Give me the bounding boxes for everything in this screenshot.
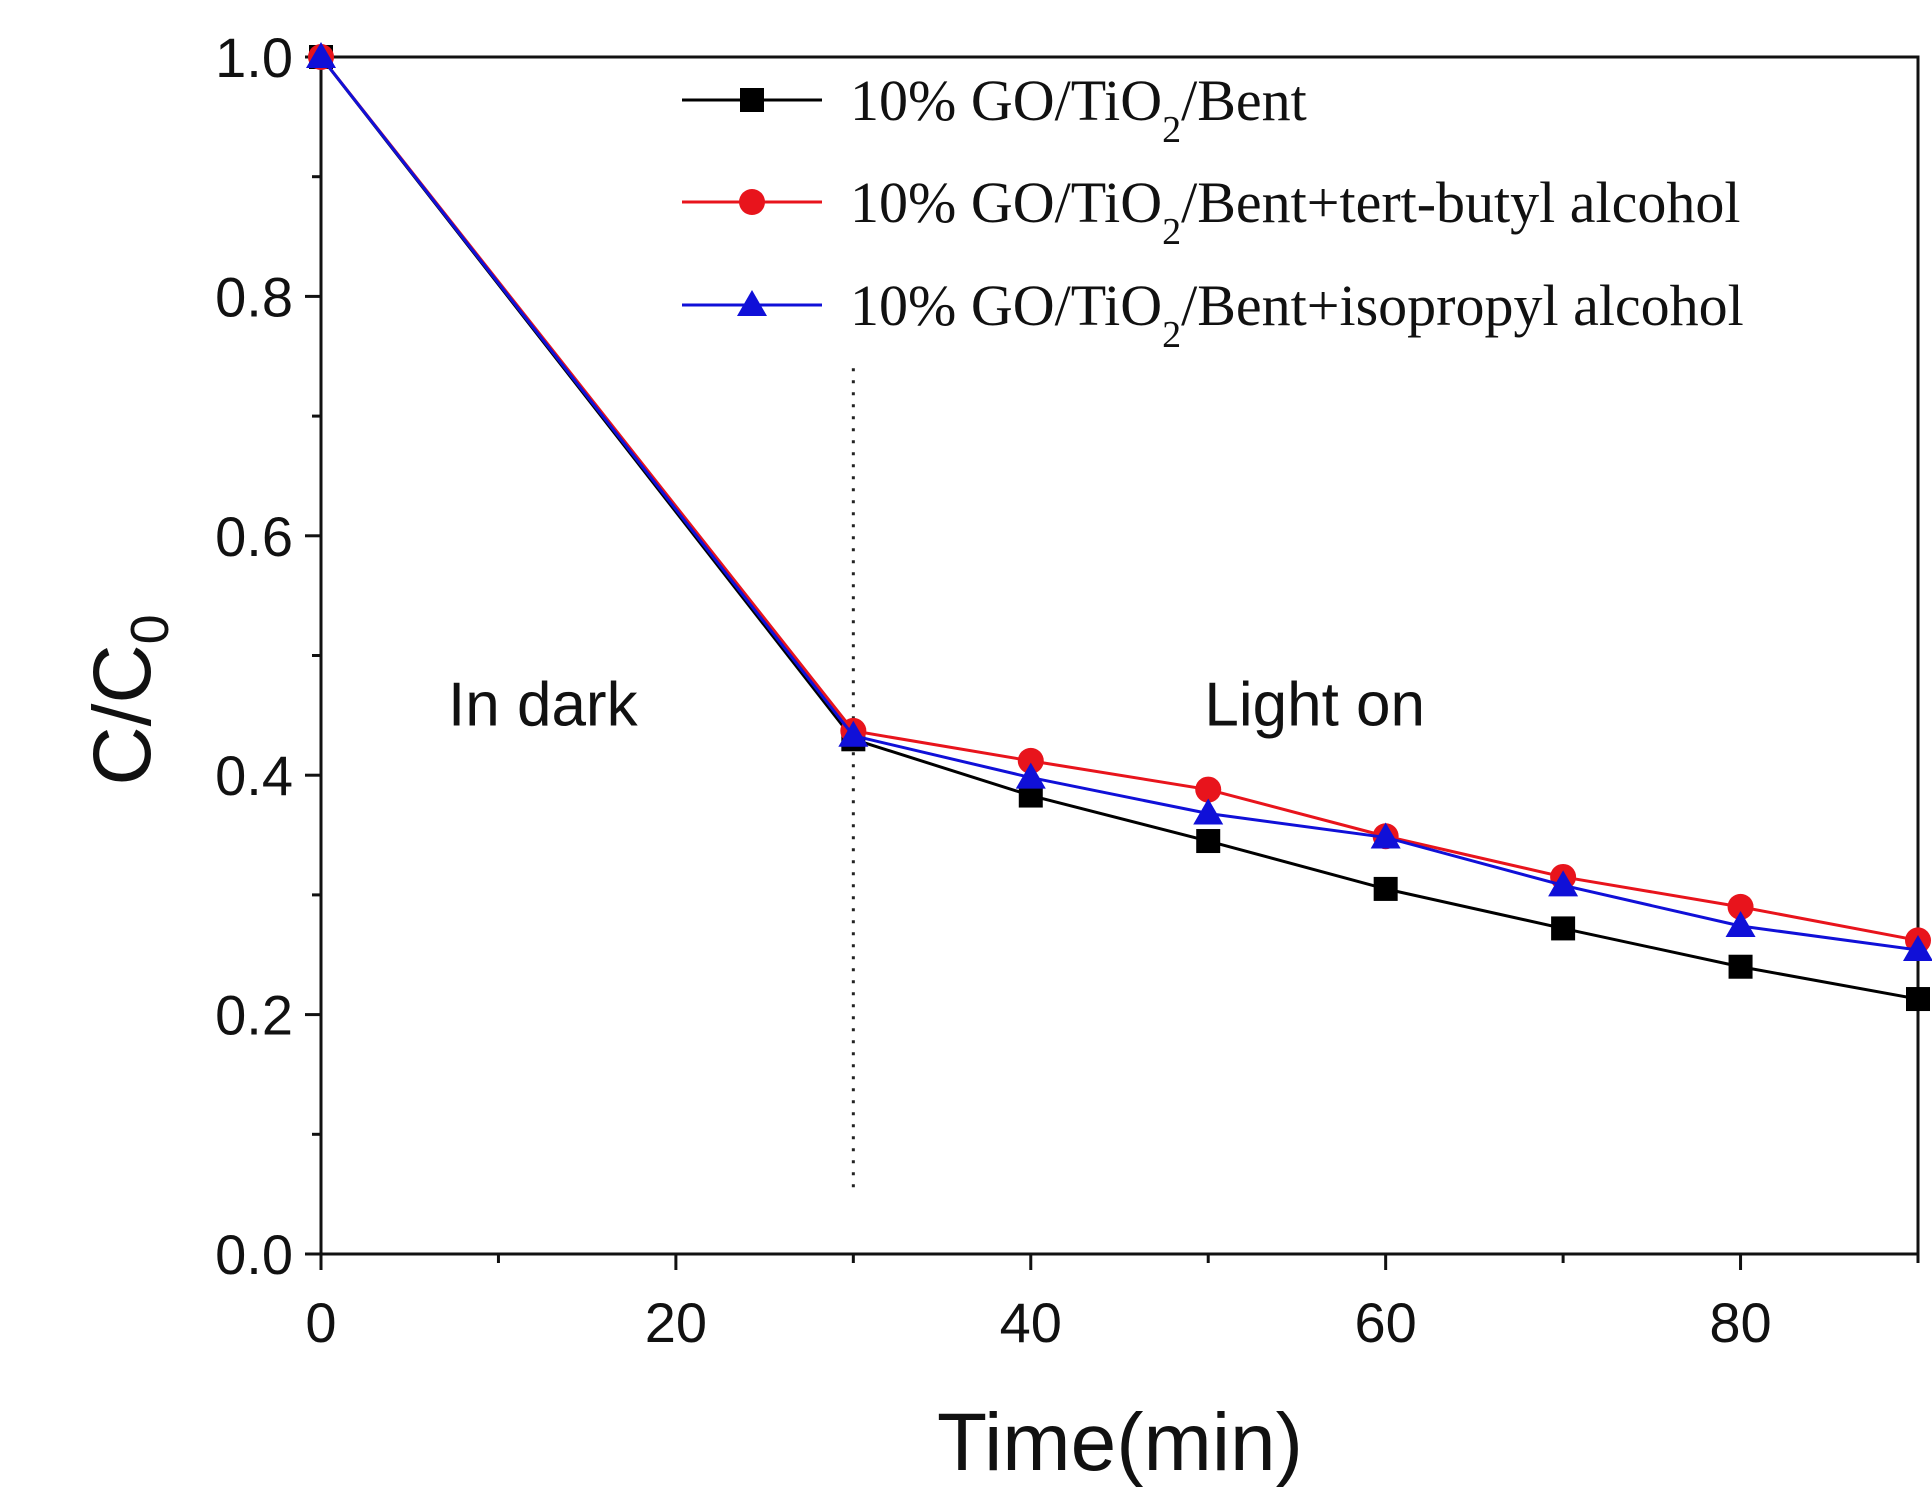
data-point-triangle [306,42,336,68]
data-point-triangle [1015,762,1046,789]
legend-label: 10% GO/TiO2/Bent+isopropyl alcohol [850,273,1744,356]
legend-entry: 10% GO/TiO2/Bent [682,68,1307,151]
y-axis-ticks: 0.0 0.2 0.4 0.6 0.8 1.0 [215,26,321,1286]
legend-label-part: /Bent+isopropyl alcohol [1181,273,1744,338]
legend-entry: 10% GO/TiO2/Bent+isopropyl alcohol [682,273,1744,356]
annotation-in-dark: In dark [448,670,639,739]
y-tick-label: 0.2 [215,984,293,1047]
data-point-square [1373,876,1398,901]
data-point-square [1551,916,1576,941]
x-tick-label: 0 [305,1291,336,1354]
series-line-circle [319,56,1919,942]
y-tick-label: 0.0 [215,1223,293,1286]
x-axis-ticks: 0 20 40 60 80 [305,1254,1920,1354]
y-tick-label: 0.6 [215,505,293,568]
legend-label-subscript: 2 [1162,314,1181,356]
y-axis-title-main: C/C [77,644,168,785]
data-point-circle [1727,893,1754,920]
x-tick-label: 40 [1000,1291,1062,1354]
data-point-triangle [1370,822,1401,849]
data-point-square [1728,954,1753,979]
legend-label: 10% GO/TiO2/Bent+tert-butyl alcohol [850,170,1741,253]
data-point-square [1196,829,1221,854]
legend-label-subscript: 2 [1162,109,1181,151]
y-axis-title-subscript: 0 [120,614,180,644]
x-tick-label: 60 [1355,1291,1417,1354]
data-point-triangle [838,720,869,747]
series-line-triangle [319,56,1919,952]
legend-label-part: 10% GO/TiO [850,273,1162,338]
legend-label-part: /Bent+tert-butyl alcohol [1181,170,1740,235]
data-point-square [1906,987,1930,1012]
y-axis-title: C/C0 [77,614,180,785]
legend-label: 10% GO/TiO2/Bent [850,68,1307,151]
legend-marker-square [740,88,764,112]
series-line-square [319,56,1919,1001]
legend-entry: 10% GO/TiO2/Bent+tert-butyl alcohol [682,170,1741,253]
legend-label-subscript: 2 [1162,211,1181,253]
legend-label-part: 10% GO/TiO [850,170,1162,235]
y-tick-label: 1.0 [215,26,293,89]
legend-label-part: 10% GO/TiO [850,68,1162,133]
legend-marker-triangle [737,290,767,316]
legend-label-part: /Bent [1181,68,1307,133]
data-point-circle [1017,747,1044,774]
annotation-light-on: Light on [1204,670,1425,739]
x-tick-label: 80 [1709,1291,1771,1354]
data-point-circle [1195,776,1222,803]
x-axis-title: Time(min) [937,1397,1303,1488]
y-tick-label: 0.8 [215,265,293,328]
data-point-triangle [1903,934,1932,961]
data-point-triangle [1725,911,1756,938]
data-point-triangle [1193,798,1224,825]
legend-marker-circle [739,189,765,215]
data-point-triangle [1548,870,1579,897]
series-triangle-group [306,42,1932,961]
y-tick-label: 0.4 [215,744,293,807]
series-layer [306,42,1932,1012]
x-tick-label: 20 [645,1291,707,1354]
